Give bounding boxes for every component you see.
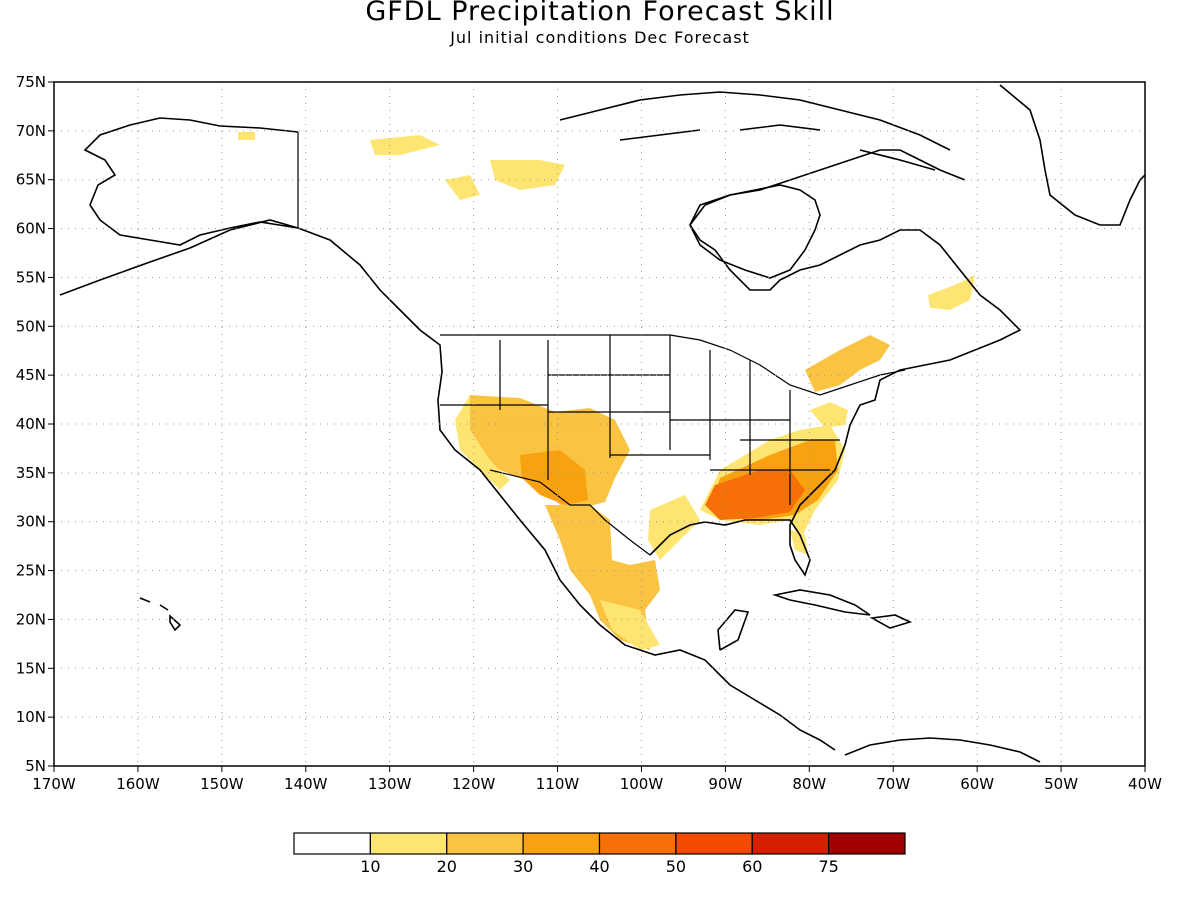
lon-tick-label: 70W xyxy=(876,775,910,793)
map-subtitle: Jul initial conditions Dec Forecast xyxy=(450,28,750,47)
skill-region-mexico-light xyxy=(600,600,660,650)
colorbar-label: 20 xyxy=(437,857,457,876)
lon-tick-label: 80W xyxy=(792,775,826,793)
colorbar-swatch xyxy=(293,832,371,855)
skill-region-florida xyxy=(790,530,808,555)
colorbar: 10 20 30 40 50 60 75 xyxy=(293,832,906,876)
lon-tick-label: 50W xyxy=(1044,775,1078,793)
alaska-coastline xyxy=(83,117,299,246)
coastlines xyxy=(59,84,1146,763)
skill-region-arctic-3 xyxy=(370,135,440,155)
lon-tick-label: 90W xyxy=(708,775,742,793)
colorbar-label: 30 xyxy=(513,857,533,876)
skill-shading xyxy=(238,132,975,650)
state-lines-horizontal xyxy=(440,374,840,471)
lon-tick-label: 120W xyxy=(452,775,496,793)
lat-tick-label: 40N xyxy=(16,415,46,433)
lon-tick-label: 100W xyxy=(620,775,664,793)
lat-tick-label: 30N xyxy=(16,513,46,531)
lat-tick-label: 45N xyxy=(16,366,46,384)
colorbar-label: 10 xyxy=(360,857,380,876)
lon-tick-label: 170W xyxy=(32,775,76,793)
lon-tick-label: 40W xyxy=(1128,775,1162,793)
lat-tick-label: 5N xyxy=(25,757,46,775)
lon-tick-label: 60W xyxy=(960,775,994,793)
lat-tick-label: 35N xyxy=(16,464,46,482)
lat-tick-label: 10N xyxy=(16,708,46,726)
colorbar-swatch xyxy=(828,832,906,855)
skill-region-four-corners xyxy=(520,450,588,505)
lat-tick-label: 60N xyxy=(16,220,46,238)
north-america-coastline xyxy=(59,149,1022,751)
skill-region-great-lakes xyxy=(805,335,890,392)
colorbar-label: 60 xyxy=(742,857,762,876)
lon-tick-label: 110W xyxy=(536,775,580,793)
skill-region-mid-atlantic xyxy=(810,402,848,428)
colorbar-label: 75 xyxy=(818,857,838,876)
skill-region-labrador xyxy=(928,275,975,310)
hawaii xyxy=(139,597,182,632)
lat-tick-label: 70N xyxy=(16,122,46,140)
hudson-bay xyxy=(689,184,821,279)
lat-tick-label: 55N xyxy=(16,268,46,286)
lat-tick-label: 25N xyxy=(16,562,46,580)
colorbar-swatch xyxy=(369,832,448,855)
lon-tick-label: 150W xyxy=(200,775,244,793)
longitude-axis: 170W 160W 150W 140W 130W 120W 110W 100W 90W 80W 70… xyxy=(32,766,1162,793)
skill-region-arctic-1 xyxy=(445,175,480,200)
latitude-axis: 75N 70N 65N 60N 55N 50N 45N 40N 35N 30N 25N 20N 15N 1… xyxy=(16,73,54,775)
colorbar-swatch xyxy=(598,832,677,855)
skill-region-southwest-light xyxy=(455,395,510,490)
map-title: GFDL Precipitation Forecast Skill xyxy=(365,0,835,27)
skill-region-arctic-2 xyxy=(490,160,565,190)
skill-region-arctic-4 xyxy=(238,132,255,140)
colorbar-label: 50 xyxy=(666,857,686,876)
lat-tick-label: 15N xyxy=(16,659,46,677)
lon-tick-label: 160W xyxy=(116,775,160,793)
map-plot-area xyxy=(53,81,1146,767)
us-mexico-border xyxy=(489,469,651,556)
lat-tick-label: 65N xyxy=(16,171,46,189)
skill-region-southwest xyxy=(462,395,630,508)
lon-tick-label: 130W xyxy=(368,775,412,793)
lon-tick-label: 140W xyxy=(284,775,328,793)
colorbar-swatch xyxy=(446,832,524,855)
arctic-islands xyxy=(559,91,951,171)
south-america-coast xyxy=(844,737,1041,763)
skill-region-southeast-core xyxy=(705,470,805,520)
lat-tick-label: 20N xyxy=(16,610,46,628)
lat-tick-label: 75N xyxy=(16,73,46,91)
colorbar-swatch xyxy=(751,832,830,855)
cuba xyxy=(771,589,871,616)
colorbar-swatch xyxy=(522,832,601,855)
lat-tick-label: 50N xyxy=(16,317,46,335)
colorbar-swatch xyxy=(675,832,753,855)
hispaniola xyxy=(869,614,913,629)
colorbar-label: 40 xyxy=(589,857,609,876)
state-lines-vertical xyxy=(499,335,791,505)
greenland-coastline xyxy=(999,84,1146,226)
